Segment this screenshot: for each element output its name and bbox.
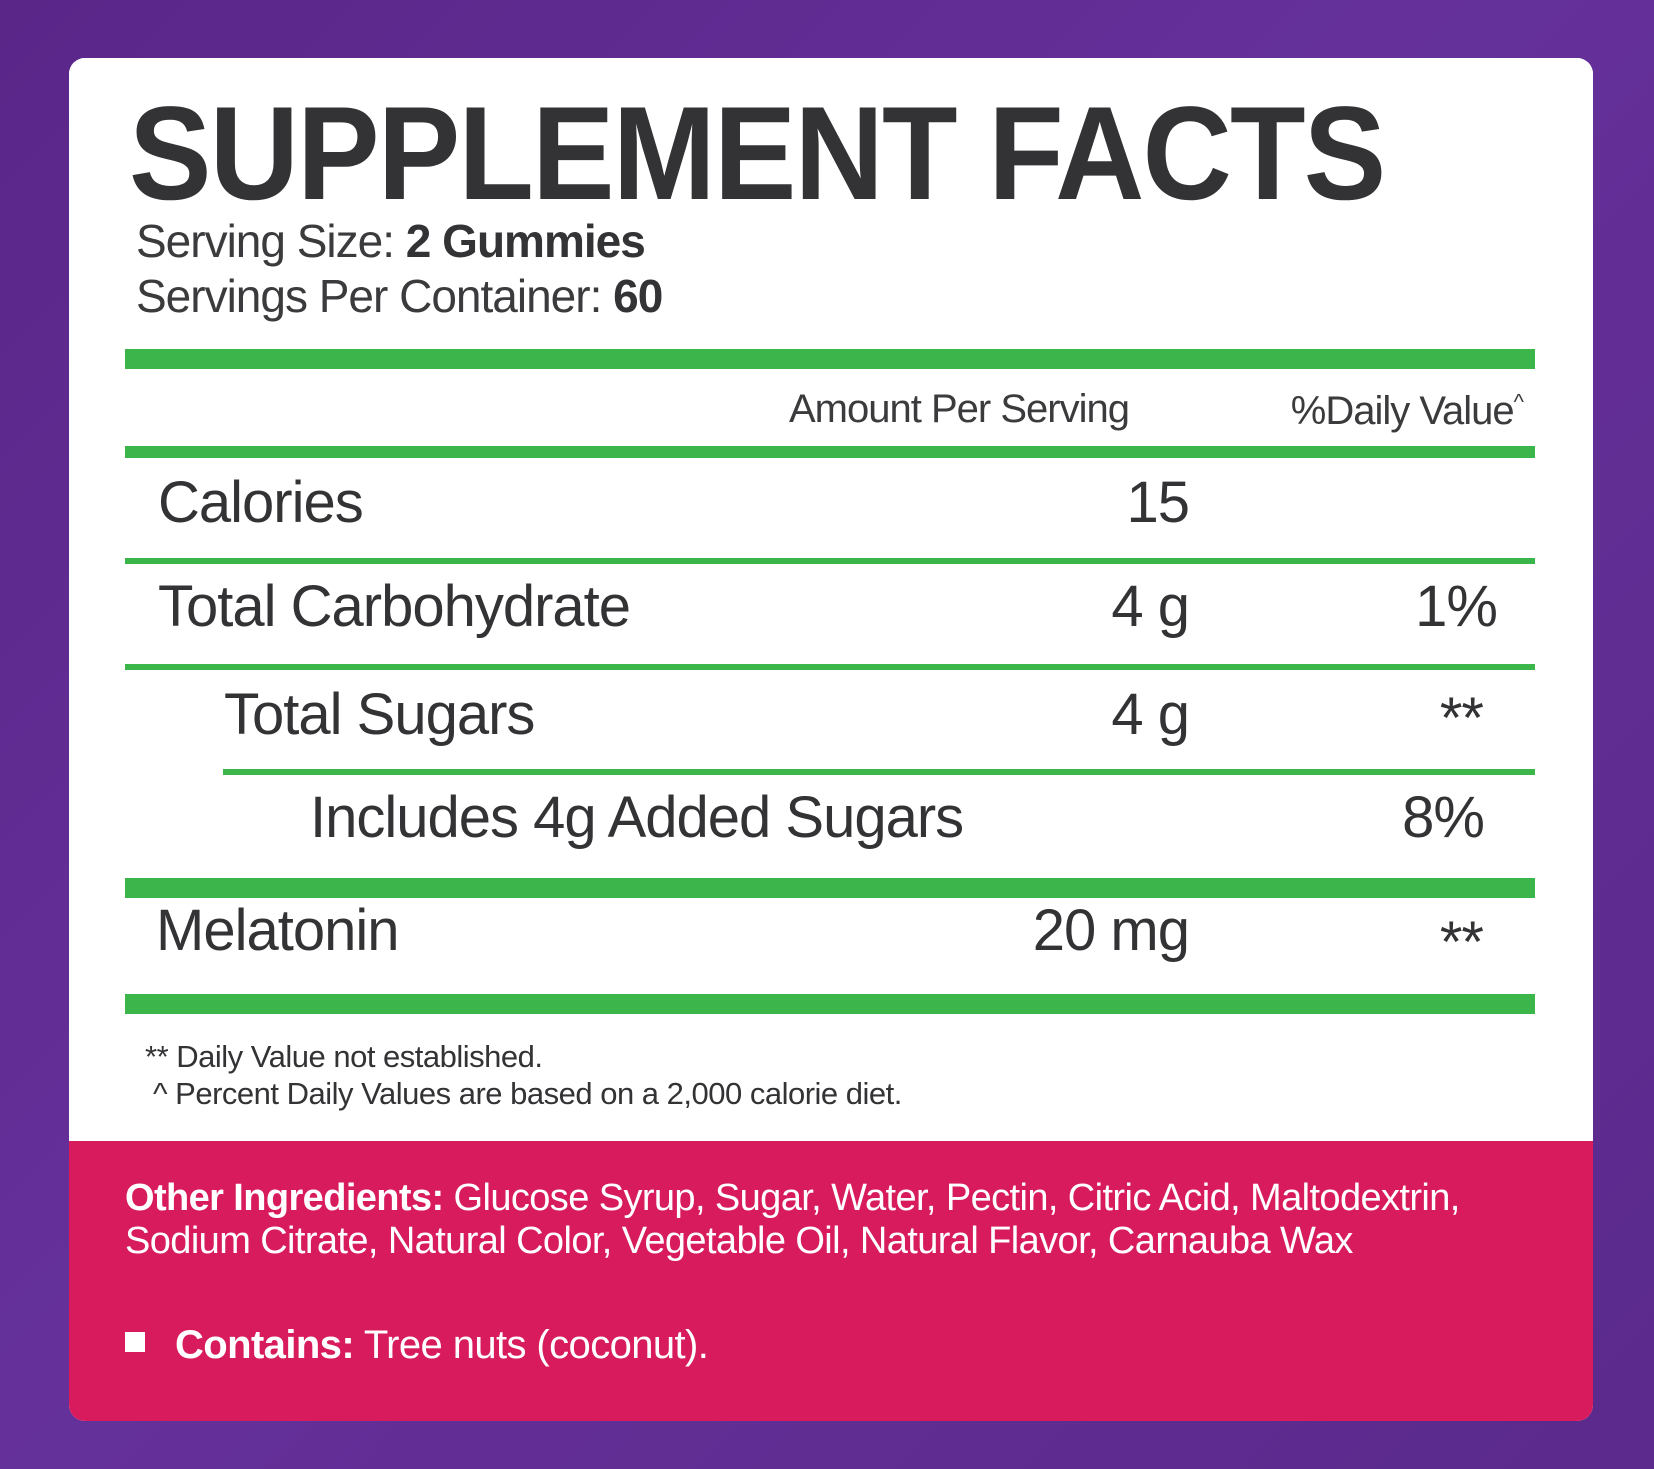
other-ingredients-text: Glucose Syrup, Sugar, Water, Pectin, Cit… bbox=[125, 1177, 1460, 1262]
divider-row-indented bbox=[223, 769, 1535, 775]
contains-text: Tree nuts (coconut). bbox=[354, 1323, 709, 1367]
nutrient-amount-total-sugars: 4 g bbox=[1111, 682, 1190, 747]
divider-row bbox=[125, 664, 1535, 670]
servings-per-container: Servings Per Container: 60 bbox=[136, 269, 663, 324]
allergen-contains: Contains: Tree nuts (coconut). bbox=[125, 1321, 709, 1369]
nutrient-dv-added-sugars: 8% bbox=[1402, 785, 1485, 850]
divider-top bbox=[125, 349, 1535, 369]
square-bullet-icon bbox=[125, 1332, 145, 1352]
other-ingredients: Other Ingredients: Glucose Syrup, Sugar,… bbox=[125, 1177, 1525, 1263]
serving-size-value: 2 Gummies bbox=[405, 215, 646, 267]
nutrient-dv-total-sugars: ** bbox=[1439, 686, 1484, 751]
nutrient-label-melatonin: Melatonin bbox=[156, 898, 399, 963]
nutrient-dv-melatonin: ** bbox=[1439, 910, 1484, 975]
page-title: SUPPLEMENT FACTS bbox=[129, 80, 1386, 228]
divider-row bbox=[125, 558, 1535, 564]
amount-column-header: Amount Per Serving bbox=[789, 387, 1130, 431]
divider-header bbox=[125, 446, 1535, 458]
footnote-daily-value: ** Daily Value not established. bbox=[145, 1039, 543, 1074]
supplement-facts-panel: SUPPLEMENT FACTS Serving Size: 2 Gummies… bbox=[69, 58, 1593, 1421]
footnote-percent-daily: ^ Percent Daily Values are based on a 2,… bbox=[153, 1076, 902, 1111]
nutrient-label-total-sugars: Total Sugars bbox=[224, 682, 535, 747]
other-ingredients-label: Other Ingredients: bbox=[125, 1177, 444, 1219]
nutrient-label-total-carbohydrate: Total Carbohydrate bbox=[158, 574, 631, 639]
nutrient-amount-total-carbohydrate: 4 g bbox=[1111, 574, 1190, 639]
nutrient-label-calories: Calories bbox=[158, 470, 364, 535]
divider-thick bbox=[125, 878, 1535, 898]
daily-value-header-label: %Daily Value bbox=[1290, 389, 1515, 433]
daily-value-column-header: %Daily Value^ bbox=[1290, 387, 1524, 435]
facts-section: SUPPLEMENT FACTS Serving Size: 2 Gummies… bbox=[69, 58, 1593, 1141]
nutrient-amount-melatonin: 20 mg bbox=[1032, 898, 1190, 963]
ingredients-section: Other Ingredients: Glucose Syrup, Sugar,… bbox=[69, 1141, 1593, 1421]
serving-size: Serving Size: 2 Gummies bbox=[136, 214, 646, 269]
nutrient-amount-calories: 15 bbox=[1126, 470, 1190, 535]
daily-value-header-mark: ^ bbox=[1513, 389, 1524, 415]
nutrient-dv-total-carbohydrate: 1% bbox=[1415, 574, 1498, 639]
serving-size-label: Serving Size: bbox=[136, 215, 395, 267]
servings-per-container-value: 60 bbox=[613, 270, 663, 322]
servings-per-container-label: Servings Per Container: bbox=[136, 270, 602, 322]
contains-label: Contains: bbox=[175, 1323, 355, 1367]
nutrient-label-added-sugars: Includes 4g Added Sugars bbox=[310, 785, 964, 850]
divider-bottom bbox=[125, 994, 1535, 1014]
